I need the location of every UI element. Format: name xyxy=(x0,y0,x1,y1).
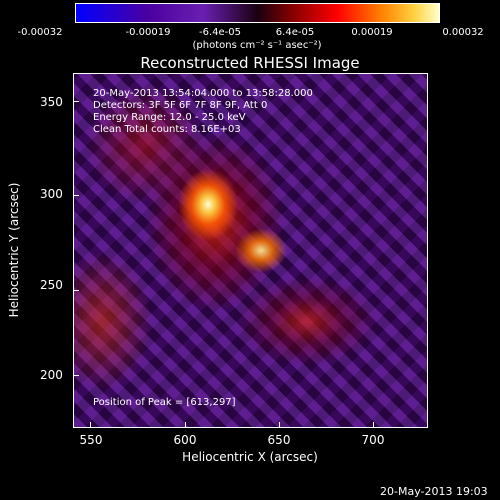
x-tick-mark xyxy=(373,422,374,428)
colorbar-tick: 6.4e-05 xyxy=(275,27,315,38)
info-detectors: Detectors: 3F 5F 6F 7F 8F 9F, Att 0 xyxy=(93,100,268,111)
colorbar-units: (photons cm⁻² s⁻¹ asec⁻²) xyxy=(192,40,322,51)
y-tick-label: 350 xyxy=(40,95,63,109)
x-axis-label: Heliocentric X (arcsec) xyxy=(182,450,318,464)
info-peak: Position of Peak = [613,297] xyxy=(93,397,236,408)
image-title: Reconstructed RHESSI Image xyxy=(140,54,360,72)
colorbar-tick: 0.00019 xyxy=(351,27,393,38)
y-tick-label: 300 xyxy=(40,187,63,201)
x-tick-mark xyxy=(90,422,91,428)
y-tick-label: 250 xyxy=(40,278,63,292)
y-tick-mark xyxy=(73,375,79,376)
y-tick-label: 200 xyxy=(40,368,63,382)
colorbar-tick: -0.00019 xyxy=(125,27,171,38)
colorbar-tick: -0.00032 xyxy=(17,27,63,38)
x-tick-mark xyxy=(279,422,280,428)
info-energy-range: Energy Range: 12.0 - 25.0 keV xyxy=(93,112,246,123)
x-tick-mark xyxy=(185,422,186,428)
y-tick-mark xyxy=(73,195,79,196)
colorbar xyxy=(75,3,440,23)
colorbar-tick: 0.00032 xyxy=(442,27,484,38)
colorbar-tick: -6.4e-05 xyxy=(199,27,241,38)
rhessi-image xyxy=(73,73,428,428)
x-tick-label: 700 xyxy=(361,433,385,447)
x-tick-label: 550 xyxy=(79,433,103,447)
x-tick-label: 650 xyxy=(267,433,291,447)
y-axis-label: Heliocentric Y (arcsec) xyxy=(7,182,21,318)
y-tick-mark xyxy=(73,101,79,102)
info-time-range: 20-May-2013 13:54:04.000 to 13:58:28.000 xyxy=(93,88,313,99)
date-stamp: 20-May-2013 19:03 xyxy=(380,485,488,498)
y-tick-mark xyxy=(73,290,79,291)
x-tick-label: 600 xyxy=(173,433,197,447)
info-clean: Clean Total counts: 8.16E+03 xyxy=(93,124,241,135)
